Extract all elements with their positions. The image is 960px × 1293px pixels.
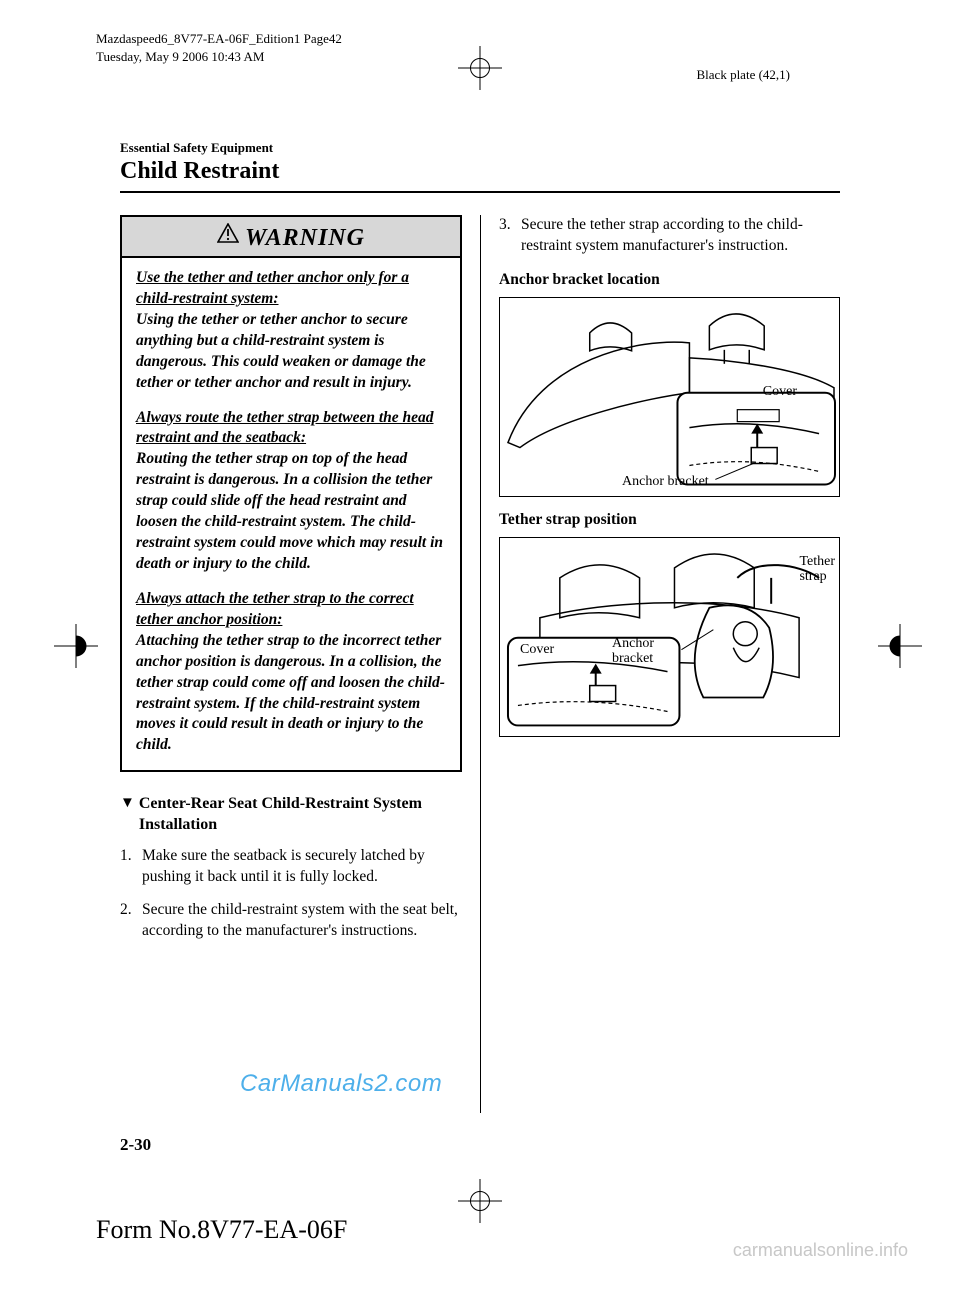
- watermark-carmanuals2: CarManuals2.com: [240, 1070, 442, 1098]
- steps-list-left: Make sure the seatback is securely latch…: [120, 846, 462, 942]
- warning-heading: WARNING: [122, 217, 460, 258]
- fig1-label-anchor: Anchor bracket: [622, 474, 709, 489]
- registration-mark-left: [54, 624, 98, 668]
- form-number: Form No.8V77-EA-06F: [96, 1215, 347, 1245]
- print-meta-line2: Tuesday, May 9 2006 10:43 AM: [96, 48, 342, 66]
- header-rule: [120, 191, 840, 193]
- warning-p2-underline: Always route the tether strap between th…: [136, 409, 434, 447]
- step-1: Make sure the seatback is securely latch…: [120, 846, 462, 888]
- left-column: WARNING Use the tether and tether anchor…: [120, 215, 480, 1113]
- fig2-label-anchor: Anchor bracket: [612, 636, 654, 667]
- warning-p3: Always attach the tether strap to the co…: [136, 589, 446, 756]
- warning-p3-underline: Always attach the tether strap to the co…: [136, 590, 414, 628]
- warning-p1-underline: Use the tether and tether anchor only fo…: [136, 269, 409, 307]
- content-columns: WARNING Use the tether and tether anchor…: [120, 215, 840, 1113]
- warning-title: WARNING: [245, 225, 365, 251]
- print-meta: Mazdaspeed6_8V77-EA-06F_Edition1 Page42 …: [96, 30, 342, 65]
- print-plate: Black plate (42,1): [697, 67, 791, 83]
- chapter-title: Child Restraint: [120, 158, 840, 185]
- watermark-carmanualsonline: carmanualsonline.info: [733, 1240, 908, 1261]
- fig1-caption: Anchor bracket location: [499, 271, 840, 289]
- figure-anchor-bracket: Cover Anchor bracket: [499, 297, 840, 497]
- warning-p2: Always route the tether strap between th…: [136, 408, 446, 575]
- down-triangle-icon: ▼: [120, 794, 135, 814]
- step-2: Secure the child-restraint system with t…: [120, 900, 462, 942]
- warning-body: Use the tether and tether anchor only fo…: [122, 258, 460, 770]
- warning-p1: Use the tether and tether anchor only fo…: [136, 268, 446, 394]
- subheading-text: Center-Rear Seat Child-Restraint System …: [139, 794, 462, 836]
- warning-p1-body: Using the tether or tether anchor to sec…: [136, 311, 426, 391]
- registration-mark-top: [458, 46, 502, 90]
- warning-triangle-icon: [217, 223, 239, 250]
- warning-box: WARNING Use the tether and tether anchor…: [120, 215, 462, 772]
- subheading-center-rear: ▼ Center-Rear Seat Child-Restraint Syste…: [120, 794, 462, 836]
- fig2-label-cover: Cover: [520, 642, 554, 657]
- fig1-label-cover: Cover: [763, 384, 797, 399]
- figure-tether-strap: Tether strap Cover Anchor bracket: [499, 537, 840, 737]
- page-root: Mazdaspeed6_8V77-EA-06F_Edition1 Page42 …: [0, 0, 960, 1293]
- registration-mark-right: [878, 624, 922, 668]
- page-number: 2-30: [120, 1135, 151, 1155]
- figure2-svg: [500, 538, 839, 737]
- right-column: Secure the tether strap according to the…: [480, 215, 840, 1113]
- print-meta-line1: Mazdaspeed6_8V77-EA-06F_Edition1 Page42: [96, 30, 342, 48]
- registration-mark-bottom: [458, 1179, 502, 1223]
- step-3: Secure the tether strap according to the…: [499, 215, 840, 257]
- warning-p2-body: Routing the tether strap on top of the h…: [136, 450, 443, 572]
- fig2-caption: Tether strap position: [499, 511, 840, 529]
- page-header: Essential Safety Equipment Child Restrai…: [120, 140, 840, 193]
- chapter-label: Essential Safety Equipment: [120, 140, 840, 156]
- steps-list-right: Secure the tether strap according to the…: [499, 215, 840, 257]
- fig2-label-tether: Tether strap: [799, 554, 835, 585]
- warning-p3-body: Attaching the tether strap to the incorr…: [136, 632, 445, 754]
